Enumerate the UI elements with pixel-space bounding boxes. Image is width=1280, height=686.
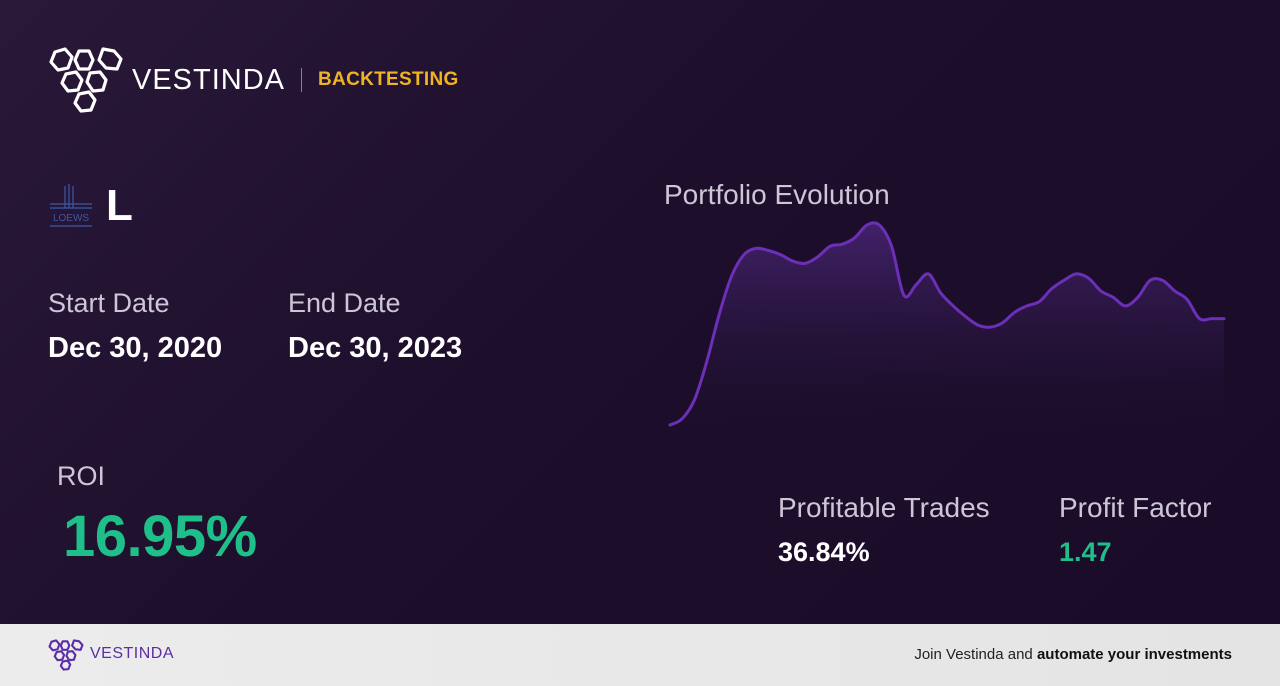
header: VESTINDA BACKTESTING xyxy=(48,46,459,114)
profit-factor-label: Profit Factor xyxy=(1059,492,1212,523)
footer-cta-prefix: Join Vestinda and xyxy=(914,646,1037,663)
footer-brand: VESTINDA xyxy=(90,645,175,662)
end-date-value: Dec 30, 2023 xyxy=(288,332,463,364)
loews-logo-text: LOEWS xyxy=(53,213,89,224)
header-divider xyxy=(301,68,303,92)
ticker-symbol: L xyxy=(106,181,133,230)
hexagon-cluster-icon xyxy=(49,47,123,113)
loews-logo-icon: LOEWS xyxy=(50,184,92,227)
ticker: LOEWS L xyxy=(48,182,133,230)
start-date-value: Dec 30, 2020 xyxy=(48,332,223,364)
chart-line xyxy=(668,221,1226,427)
portfolio-chart xyxy=(668,221,1226,440)
footer-cta[interactable]: Join Vestinda and automate your investme… xyxy=(914,646,1232,663)
footer-cta-bold: automate your investments xyxy=(1036,646,1232,663)
footer: VESTINDA Join Vestinda and automate your… xyxy=(0,624,1280,686)
start-date-label: Start Date xyxy=(48,288,170,318)
profit-factor-value: 1.47 xyxy=(1059,537,1112,567)
main-panel: VESTINDA BACKTESTING LOEWS L Start Date … xyxy=(0,0,1280,624)
roi-value: 16.95% xyxy=(63,504,257,569)
end-date-label: End Date xyxy=(288,288,401,318)
brand-name: VESTINDA xyxy=(132,63,286,96)
chart-title: Portfolio Evolution xyxy=(664,179,890,210)
chart-area xyxy=(670,222,1224,440)
roi-label: ROI xyxy=(57,461,106,491)
header-tag: BACKTESTING xyxy=(318,69,459,90)
profitable-trades-value: 36.84% xyxy=(778,537,870,567)
footer-hexagon-cluster-icon xyxy=(48,639,84,671)
profitable-trades-label: Profitable Trades xyxy=(778,492,990,523)
